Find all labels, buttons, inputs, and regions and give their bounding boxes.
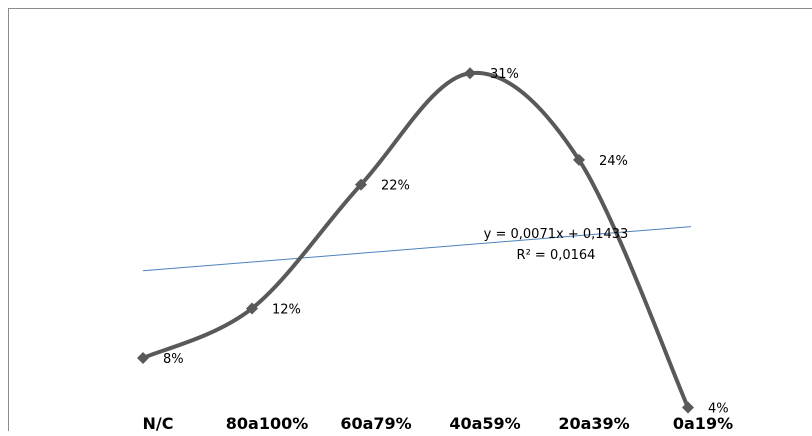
data-label: 24% <box>599 154 628 169</box>
x-axis-labels: N/C 80a100% 60a79% 40a59% 20a39% 0a19% <box>143 414 734 431</box>
data-labels: 8%12%22%31%24%4% <box>163 67 729 416</box>
data-point-marker <box>464 67 476 79</box>
x-tick-label: N/C <box>143 414 174 431</box>
x-tick-label: 0a19% <box>673 414 733 431</box>
chart-border <box>9 9 812 432</box>
data-label: 12% <box>272 302 301 317</box>
data-label: 31% <box>490 67 519 82</box>
data-point-marker <box>682 401 694 413</box>
trendline-equation: y = 0,0071x + 0,1433 <box>484 227 629 242</box>
trendline-r-squared: R² = 0,0164 <box>517 248 596 263</box>
data-point-marker <box>137 352 149 364</box>
x-tick-label: 80a100% <box>226 414 309 431</box>
x-tick-label: 20a39% <box>558 414 629 431</box>
data-label: 22% <box>381 179 410 194</box>
x-tick-label: 60a79% <box>340 414 411 431</box>
x-tick-label: 40a59% <box>449 414 520 431</box>
data-label: 8% <box>163 352 184 367</box>
